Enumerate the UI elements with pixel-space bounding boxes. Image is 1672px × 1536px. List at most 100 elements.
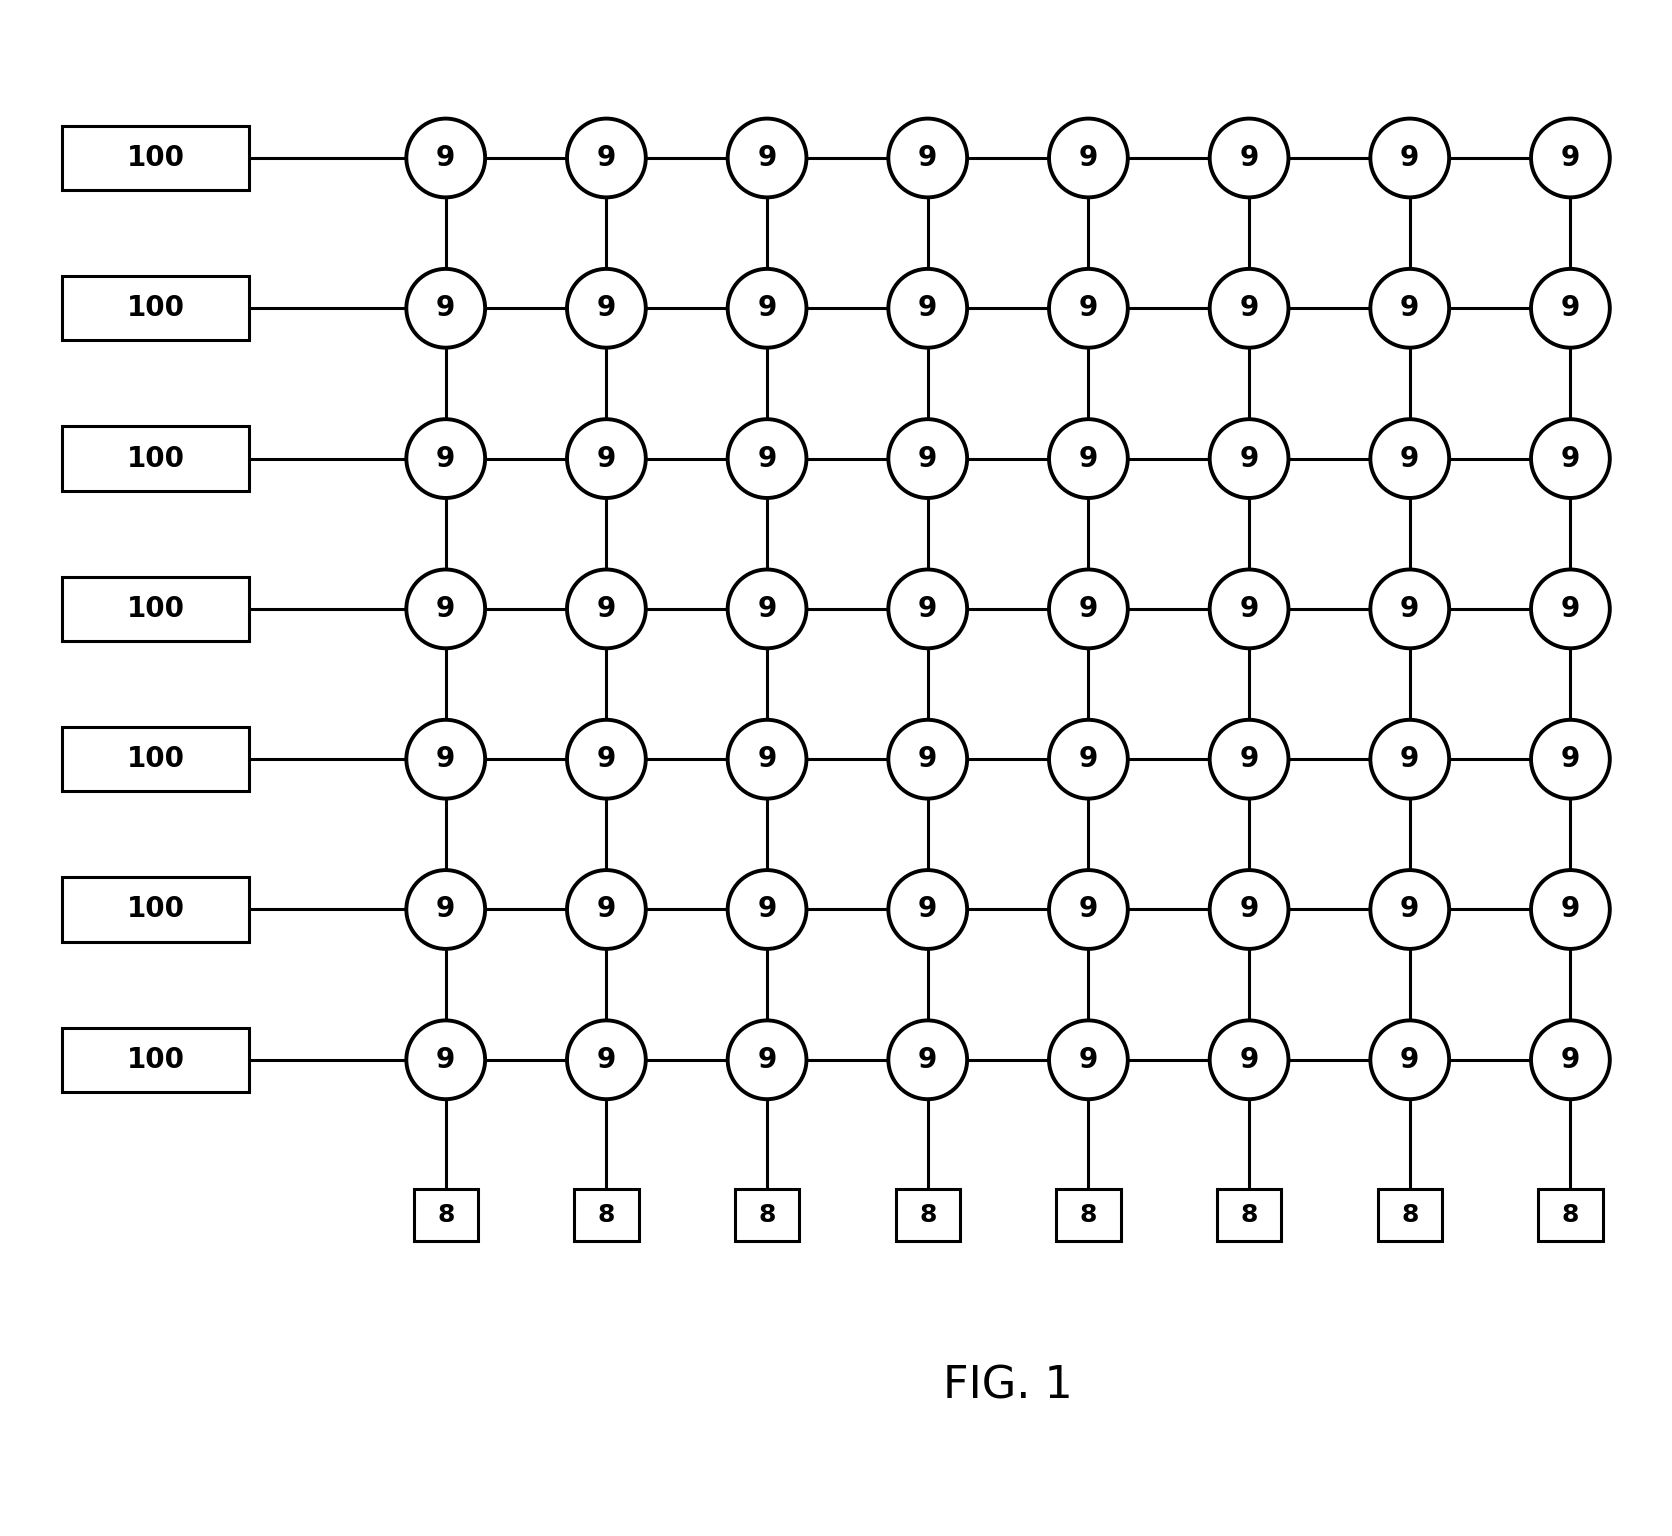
Circle shape: [406, 118, 485, 197]
Text: 9: 9: [1078, 1046, 1099, 1074]
FancyBboxPatch shape: [896, 1189, 960, 1241]
FancyBboxPatch shape: [1057, 1189, 1120, 1241]
Circle shape: [567, 1020, 645, 1100]
FancyBboxPatch shape: [62, 427, 249, 490]
Circle shape: [1048, 118, 1129, 197]
Circle shape: [1209, 720, 1289, 799]
Text: 100: 100: [127, 895, 184, 923]
FancyBboxPatch shape: [62, 877, 249, 942]
FancyBboxPatch shape: [413, 1189, 478, 1241]
Circle shape: [727, 720, 806, 799]
Circle shape: [1048, 1020, 1129, 1100]
Circle shape: [406, 570, 485, 648]
Circle shape: [888, 720, 966, 799]
Text: 9: 9: [1239, 1046, 1259, 1074]
Circle shape: [1209, 1020, 1289, 1100]
Text: 9: 9: [1239, 594, 1259, 624]
Circle shape: [1532, 118, 1610, 197]
Circle shape: [727, 118, 806, 197]
Text: 9: 9: [757, 295, 777, 323]
Text: 9: 9: [436, 1046, 455, 1074]
Circle shape: [888, 118, 966, 197]
Circle shape: [1209, 419, 1289, 498]
FancyBboxPatch shape: [62, 727, 249, 791]
Text: 9: 9: [757, 594, 777, 624]
Text: 9: 9: [757, 1046, 777, 1074]
Text: 9: 9: [1560, 895, 1580, 923]
Text: 9: 9: [1239, 144, 1259, 172]
FancyBboxPatch shape: [62, 126, 249, 190]
Circle shape: [567, 419, 645, 498]
Text: 9: 9: [1239, 895, 1259, 923]
Circle shape: [888, 869, 966, 949]
Text: 100: 100: [127, 745, 184, 773]
Text: 9: 9: [436, 444, 455, 473]
Text: 9: 9: [918, 295, 938, 323]
Text: 9: 9: [436, 745, 455, 773]
Text: 8: 8: [920, 1203, 936, 1227]
Text: 9: 9: [757, 745, 777, 773]
Circle shape: [567, 269, 645, 347]
Text: 9: 9: [597, 444, 615, 473]
Text: 9: 9: [1399, 895, 1420, 923]
Circle shape: [567, 720, 645, 799]
Text: 9: 9: [1078, 745, 1099, 773]
Circle shape: [406, 869, 485, 949]
Text: 8: 8: [1241, 1203, 1257, 1227]
Text: 8: 8: [1562, 1203, 1578, 1227]
Circle shape: [727, 269, 806, 347]
Circle shape: [1048, 419, 1129, 498]
Circle shape: [1048, 269, 1129, 347]
Text: 9: 9: [757, 444, 777, 473]
FancyBboxPatch shape: [573, 1189, 639, 1241]
Text: 8: 8: [436, 1203, 455, 1227]
FancyBboxPatch shape: [1538, 1189, 1602, 1241]
Circle shape: [1048, 570, 1129, 648]
Text: 100: 100: [127, 144, 184, 172]
FancyBboxPatch shape: [1217, 1189, 1281, 1241]
Circle shape: [567, 570, 645, 648]
FancyBboxPatch shape: [62, 276, 249, 341]
Text: 9: 9: [436, 295, 455, 323]
Text: 9: 9: [1399, 1046, 1420, 1074]
Circle shape: [1532, 570, 1610, 648]
Text: 9: 9: [757, 144, 777, 172]
Text: 9: 9: [918, 895, 938, 923]
Circle shape: [1048, 869, 1129, 949]
FancyBboxPatch shape: [736, 1189, 799, 1241]
Circle shape: [1209, 118, 1289, 197]
Text: 9: 9: [918, 144, 938, 172]
Text: 9: 9: [757, 895, 777, 923]
Text: 9: 9: [1078, 144, 1099, 172]
Text: 9: 9: [597, 745, 615, 773]
Text: 9: 9: [918, 1046, 938, 1074]
Circle shape: [1532, 419, 1610, 498]
Circle shape: [888, 419, 966, 498]
Circle shape: [1371, 269, 1450, 347]
Circle shape: [1209, 869, 1289, 949]
Text: 9: 9: [1560, 594, 1580, 624]
Text: 9: 9: [597, 144, 615, 172]
Text: 100: 100: [127, 1046, 184, 1074]
Circle shape: [1371, 419, 1450, 498]
Text: 9: 9: [1399, 594, 1420, 624]
Text: 9: 9: [1078, 895, 1099, 923]
Text: 9: 9: [1078, 594, 1099, 624]
Text: 9: 9: [597, 895, 615, 923]
Circle shape: [1371, 570, 1450, 648]
Circle shape: [1048, 720, 1129, 799]
Circle shape: [567, 869, 645, 949]
Circle shape: [727, 419, 806, 498]
Text: 9: 9: [1560, 1046, 1580, 1074]
Text: 100: 100: [127, 594, 184, 624]
FancyBboxPatch shape: [62, 576, 249, 641]
Circle shape: [1532, 1020, 1610, 1100]
Text: 9: 9: [918, 594, 938, 624]
Text: 9: 9: [597, 295, 615, 323]
Text: 9: 9: [597, 594, 615, 624]
Text: 100: 100: [127, 444, 184, 473]
Text: 9: 9: [436, 144, 455, 172]
Text: 100: 100: [127, 295, 184, 323]
Text: 8: 8: [597, 1203, 615, 1227]
Text: 9: 9: [436, 895, 455, 923]
